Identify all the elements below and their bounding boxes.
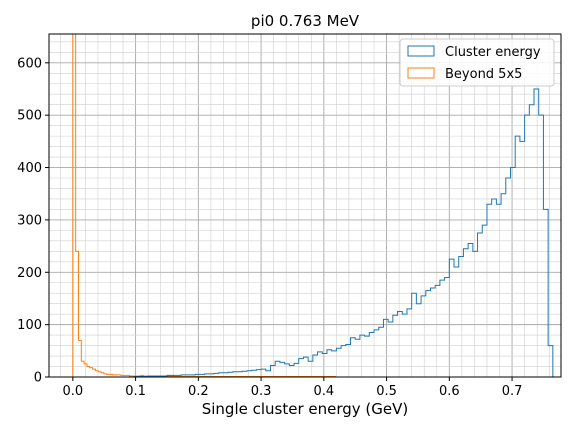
y-tick-label: 0: [34, 371, 42, 386]
x-tick-label: 0.4: [313, 384, 334, 399]
y-tick-label: 600: [17, 56, 42, 71]
plot-frame: [48, 33, 562, 378]
legend-label-cluster-energy: Cluster energy: [445, 45, 541, 60]
grid-lines: [49, 34, 561, 378]
x-tick-label: 0.3: [251, 384, 272, 399]
x-tick-label: 0.1: [125, 384, 146, 399]
legend-swatch-cluster-energy: [407, 45, 435, 57]
x-tick-label: 0.7: [502, 384, 523, 399]
x-tick-label: 0.0: [62, 384, 83, 399]
y-tick-label: 100: [17, 318, 42, 333]
legend-label-beyond-5x5: Beyond 5x5: [445, 67, 522, 82]
series-beyond-5x5-step-line: [72, 33, 339, 378]
y-tick-label: 500: [17, 109, 42, 124]
y-tick-label: 300: [17, 213, 42, 228]
legend-frame: [399, 38, 555, 87]
plot-area: 0.0 0.1 0.2 0.3 0.4 0.5 0.6 0.7 0 100 200 300 400 500…: [17, 33, 562, 399]
x-tick-label: 0.6: [439, 384, 460, 399]
y-tick-label: 400: [17, 161, 42, 176]
legend: Cluster energy Beyond 5x5: [399, 38, 555, 87]
series-cluster-energy-step-line: [72, 88, 558, 378]
x-axis-title: Single cluster energy (GeV): [202, 400, 409, 418]
legend-swatch-beyond-5x5: [407, 67, 435, 79]
x-tick-label: 0.2: [188, 384, 209, 399]
series-layer: [72, 33, 558, 378]
chart-title: pi0 0.763 MeV: [251, 12, 360, 30]
axis-ticks: 0.0 0.1 0.2 0.3 0.4 0.5 0.6 0.7 0 100 200 300 400 500…: [17, 56, 522, 399]
y-tick-label: 200: [17, 266, 42, 281]
x-tick-label: 0.5: [376, 384, 397, 399]
